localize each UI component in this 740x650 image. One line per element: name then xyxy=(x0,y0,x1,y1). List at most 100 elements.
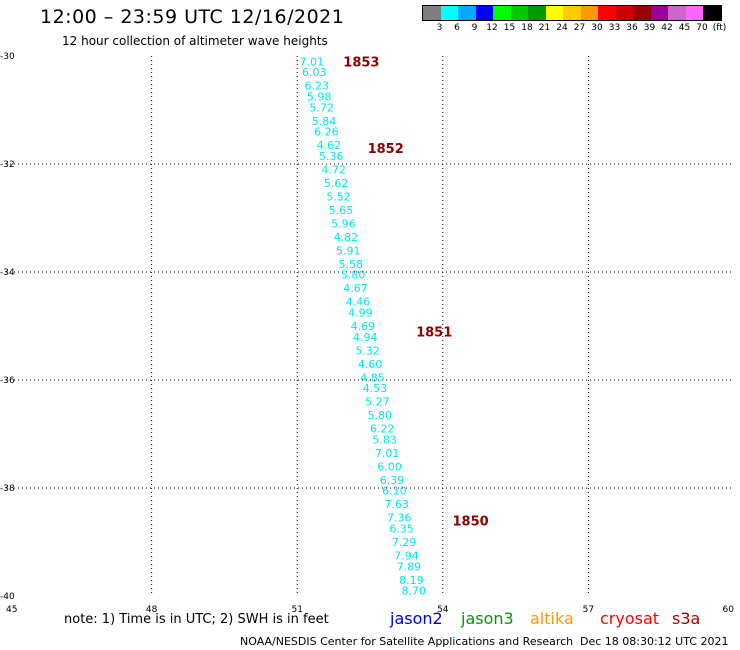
wave-height-value: 4.94 xyxy=(353,331,378,344)
satellite-cryosat-label: cryosat xyxy=(600,609,660,628)
wave-height-value: 5.91 xyxy=(336,244,361,257)
pass-time-label: 1851 xyxy=(416,325,452,340)
longitude-tick-label: 51 xyxy=(291,605,302,615)
wave-height-labels: 7.016.036.235.985.725.846.264.625.364.72… xyxy=(300,55,426,597)
wave-height-value: 5.27 xyxy=(365,396,390,409)
legend-swatch xyxy=(458,6,476,20)
legend-swatch xyxy=(510,6,528,20)
legend-swatches xyxy=(422,5,722,21)
longitude-tick-label: 57 xyxy=(583,605,594,615)
wave-height-value: 6.35 xyxy=(389,523,414,536)
units-note: note: 1) Time is in UTC; 2) SWH is in fe… xyxy=(64,612,329,627)
legend-swatch xyxy=(563,6,581,20)
legend-swatch xyxy=(423,6,441,20)
legend-tick-label: 12 xyxy=(486,23,498,33)
legend-swatch xyxy=(598,6,616,20)
legend-swatch xyxy=(493,6,511,20)
legend-tick-label: 27 xyxy=(573,23,586,33)
wave-height-value: 8.70 xyxy=(402,585,427,598)
legend-swatch xyxy=(685,6,703,20)
satellite-altika-label: altika xyxy=(530,609,574,628)
legend-tick-label: 70 xyxy=(696,23,708,33)
legend-tick-label: 18 xyxy=(521,23,533,33)
wave-height-value: 7.01 xyxy=(300,55,325,68)
legend-tick-label: 36 xyxy=(626,23,638,33)
pass-time-labels: 1853 1852 1851 1850 xyxy=(343,55,488,529)
legend-tick-label: 33 xyxy=(608,23,621,33)
wave-height-value: 5.58 xyxy=(338,258,363,271)
legend-swatch xyxy=(668,6,686,20)
wave-height-value: 4.62 xyxy=(317,139,342,152)
wave-height-value: 5.83 xyxy=(372,433,397,446)
legend-tick-label: 39 xyxy=(643,23,656,33)
wave-height-value: 4.53 xyxy=(363,382,388,395)
map-tick-labels: 45 48 51 54 57 60 -30 -32 -34 -36 -38 -40 xyxy=(0,52,734,615)
legend-swatch xyxy=(580,6,598,20)
legend-tick-label: 42 xyxy=(661,23,673,33)
wave-height-value: 5.65 xyxy=(329,204,354,217)
pass-time-label: 1850 xyxy=(453,514,489,529)
wave-height-value: 5.32 xyxy=(355,344,380,357)
legend-tick-label: 45 xyxy=(678,23,691,33)
legend-tick-label: (ft) xyxy=(712,23,727,33)
wave-height-value: 4.72 xyxy=(321,163,346,176)
satellite-jason3-label: jason3 xyxy=(461,609,514,628)
page-subtitle: 12 hour collection of altimeter wave hei… xyxy=(62,34,328,48)
longitude-tick-label: 45 xyxy=(6,605,17,615)
latitude-tick-label: -36 xyxy=(0,376,15,386)
wave-height-value: 7.01 xyxy=(375,447,400,460)
wave-height-value: 6.23 xyxy=(304,80,329,93)
latitude-tick-label: -30 xyxy=(0,52,15,62)
legend-swatch xyxy=(545,6,563,20)
wave-height-value: 6.22 xyxy=(370,423,395,436)
wave-height-value: 4.67 xyxy=(343,282,368,295)
legend-swatch xyxy=(633,6,651,20)
wave-height-value: 7.63 xyxy=(385,498,410,511)
generated-timestamp: Dec 18 08:30:12 UTC 2021 xyxy=(580,635,729,648)
wave-height-value: 6.03 xyxy=(302,66,327,79)
satellite-jason2-label: jason2 xyxy=(390,609,443,628)
legend-swatch xyxy=(615,6,633,20)
wave-height-value: 6.39 xyxy=(380,474,405,487)
pass-time-label: 1853 xyxy=(343,55,379,70)
wave-height-value: 5.72 xyxy=(309,101,334,114)
wave-height-value: 6.26 xyxy=(314,126,339,139)
wave-height-value: 7.94 xyxy=(394,550,419,563)
longitude-tick-label: 48 xyxy=(146,605,158,615)
latitude-tick-label: -32 xyxy=(0,160,15,170)
wave-height-value: 5.52 xyxy=(326,190,351,203)
legend-tick-label: 15 xyxy=(503,23,516,33)
legend-tick-label: 21 xyxy=(538,23,551,33)
legend-swatch xyxy=(650,6,668,20)
wave-height-value: 4.69 xyxy=(351,320,376,333)
wave-height-value: 5.80 xyxy=(341,269,366,282)
wave-height-value: 4.85 xyxy=(360,371,385,384)
legend-tick-label: 6 xyxy=(454,23,460,33)
credit-line: NOAA/NESDIS Center for Satellite Applica… xyxy=(240,635,574,648)
legend-tick-label: 3 xyxy=(436,23,443,33)
wave-height-value: 5.96 xyxy=(331,217,356,230)
legend-tick-label: 30 xyxy=(591,23,603,33)
wave-height-value: 4.46 xyxy=(346,296,371,309)
wave-height-value: 6.00 xyxy=(377,460,402,473)
longitude-tick-label: 60 xyxy=(723,605,735,615)
legend-swatch xyxy=(528,6,546,20)
wave-height-value: 5.36 xyxy=(319,150,344,163)
latitude-tick-label: -34 xyxy=(0,268,15,278)
wave-height-value: 5.80 xyxy=(368,409,393,422)
map-grid xyxy=(6,56,734,596)
longitude-tick-label: 54 xyxy=(437,605,449,615)
pass-time-label: 1852 xyxy=(368,142,404,157)
legend-ticks: 3 6 9 12 15 18 21 24 27 30 33 36 39 42 45 70 (ft) xyxy=(422,21,727,33)
wave-height-value: 4.60 xyxy=(358,358,383,371)
legend-swatch xyxy=(440,6,458,20)
latitude-tick-label: -40 xyxy=(0,592,15,602)
legend-swatch xyxy=(703,6,721,20)
wave-height-value: 5.84 xyxy=(312,115,337,128)
wave-height-value: 8.19 xyxy=(399,574,424,587)
wave-height-value: 4.99 xyxy=(348,307,373,320)
latitude-tick-label: -38 xyxy=(0,484,15,494)
satellite-s3a-label: s3a xyxy=(672,609,701,628)
legend-tick-label: 9 xyxy=(471,23,478,33)
